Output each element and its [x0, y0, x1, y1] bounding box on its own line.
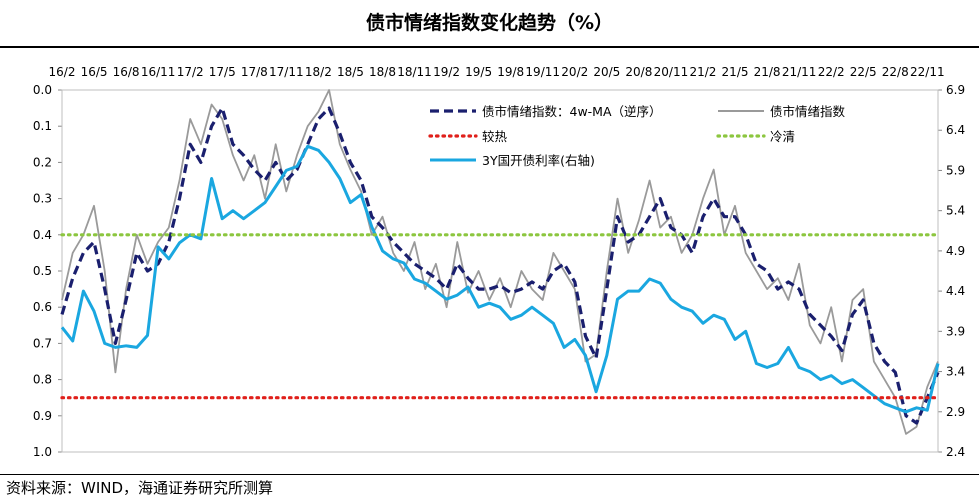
- x-tick-label: 17/8: [241, 65, 268, 79]
- right-tick-label: 5.9: [946, 163, 965, 177]
- title-divider: [0, 46, 979, 48]
- right-tick-label: 3.9: [946, 324, 965, 338]
- x-tick-label: 16/8: [113, 65, 140, 79]
- series-group: [60, 89, 940, 435]
- x-tick-label: 22/11: [910, 65, 945, 79]
- x-tick-label: 21/8: [754, 65, 781, 79]
- right-tick-label: 4.4: [946, 284, 965, 298]
- left-axis: 0.0 0.1 0.2 0.3 0.4 0.5 0.6 0.7 0.8 0.9 1.0: [33, 83, 62, 459]
- left-tick-label: 0.2: [33, 155, 52, 169]
- left-tick-label: 0.3: [33, 192, 52, 206]
- x-tick-label: 18/5: [337, 65, 364, 79]
- x-tick-label: 20/2: [561, 65, 588, 79]
- x-tick-label: 21/2: [689, 65, 716, 79]
- x-tick-label: 18/8: [369, 65, 396, 79]
- x-tick-label: 17/2: [177, 65, 204, 79]
- x-tick-label: 19/2: [433, 65, 460, 79]
- left-tick-label: 0.7: [33, 336, 52, 350]
- left-tick-label: 0.6: [33, 300, 52, 314]
- right-tick-label: 2.9: [946, 405, 965, 419]
- x-tick-label: 16/11: [141, 65, 176, 79]
- series-0-line: [60, 106, 940, 425]
- x-tick-label: 17/11: [269, 65, 304, 79]
- right-tick-label: 4.9: [946, 244, 965, 258]
- x-tick-label: 17/5: [209, 65, 236, 79]
- legend-label-4: 3Y国开债利率(右轴): [482, 153, 595, 168]
- legend-label-2: 较热: [482, 129, 508, 144]
- x-tick-label: 21/5: [722, 65, 749, 79]
- x-tick-label: 19/5: [465, 65, 492, 79]
- x-tick-label: 22/8: [882, 65, 909, 79]
- series-4-line: [60, 144, 940, 414]
- x-tick-label: 22/5: [850, 65, 877, 79]
- x-tick-label: 20/8: [625, 65, 652, 79]
- plot-frame: [61, 89, 939, 453]
- right-tick-label: 6.9: [946, 83, 965, 97]
- left-tick-label: 0.4: [33, 228, 52, 242]
- left-tick-label: 1.0: [33, 445, 52, 459]
- x-tick-label: 19/8: [497, 65, 524, 79]
- x-tick-label: 20/11: [654, 65, 689, 79]
- right-tick-label: 2.4: [946, 445, 965, 459]
- right-axis: 6.9 6.4 5.9 5.4 4.9 4.4 3.9 3.4 2.9 2.4: [938, 83, 965, 459]
- left-tick-label: 0.5: [33, 264, 52, 278]
- left-tick-label: 0.1: [33, 119, 52, 133]
- x-tick-label: 18/11: [397, 65, 432, 79]
- right-tick-label: 6.4: [946, 123, 965, 137]
- legend-label-3: 冷清: [770, 129, 795, 144]
- x-tick-label: 19/11: [525, 65, 560, 79]
- x-tick-label: 20/5: [593, 65, 620, 79]
- right-tick-label: 3.4: [946, 365, 965, 379]
- source-note: 资料来源：WIND，海通证券研究所测算: [6, 479, 274, 497]
- legend-label-0: 债市情绪指数：4w-MA（逆序）: [482, 104, 662, 119]
- x-tick-label: 16/5: [81, 65, 108, 79]
- chart: 16/2 16/5 16/8 16/11 17/2 17/5 17/8 17/11 18/2 18…: [33, 65, 965, 459]
- series-1-line: [61, 89, 939, 435]
- x-tick-label: 21/11: [782, 65, 817, 79]
- source-divider: [0, 474, 979, 475]
- left-tick-label: 0.0: [33, 83, 52, 97]
- left-tick-label: 0.9: [33, 409, 52, 423]
- x-tick-label: 22/2: [818, 65, 845, 79]
- legend-label-1: 债市情绪指数: [770, 104, 846, 119]
- x-tick-labels: 16/2 16/5 16/8 16/11 17/2 17/5 17/8 17/11 18/2 18…: [49, 65, 945, 79]
- x-tick-label: 16/2: [49, 65, 76, 79]
- right-tick-label: 5.4: [946, 204, 965, 218]
- x-tick-label: 18/2: [305, 65, 332, 79]
- left-tick-label: 0.8: [33, 373, 52, 387]
- chart-title: 债市情绪指数变化趋势（%）: [365, 12, 614, 34]
